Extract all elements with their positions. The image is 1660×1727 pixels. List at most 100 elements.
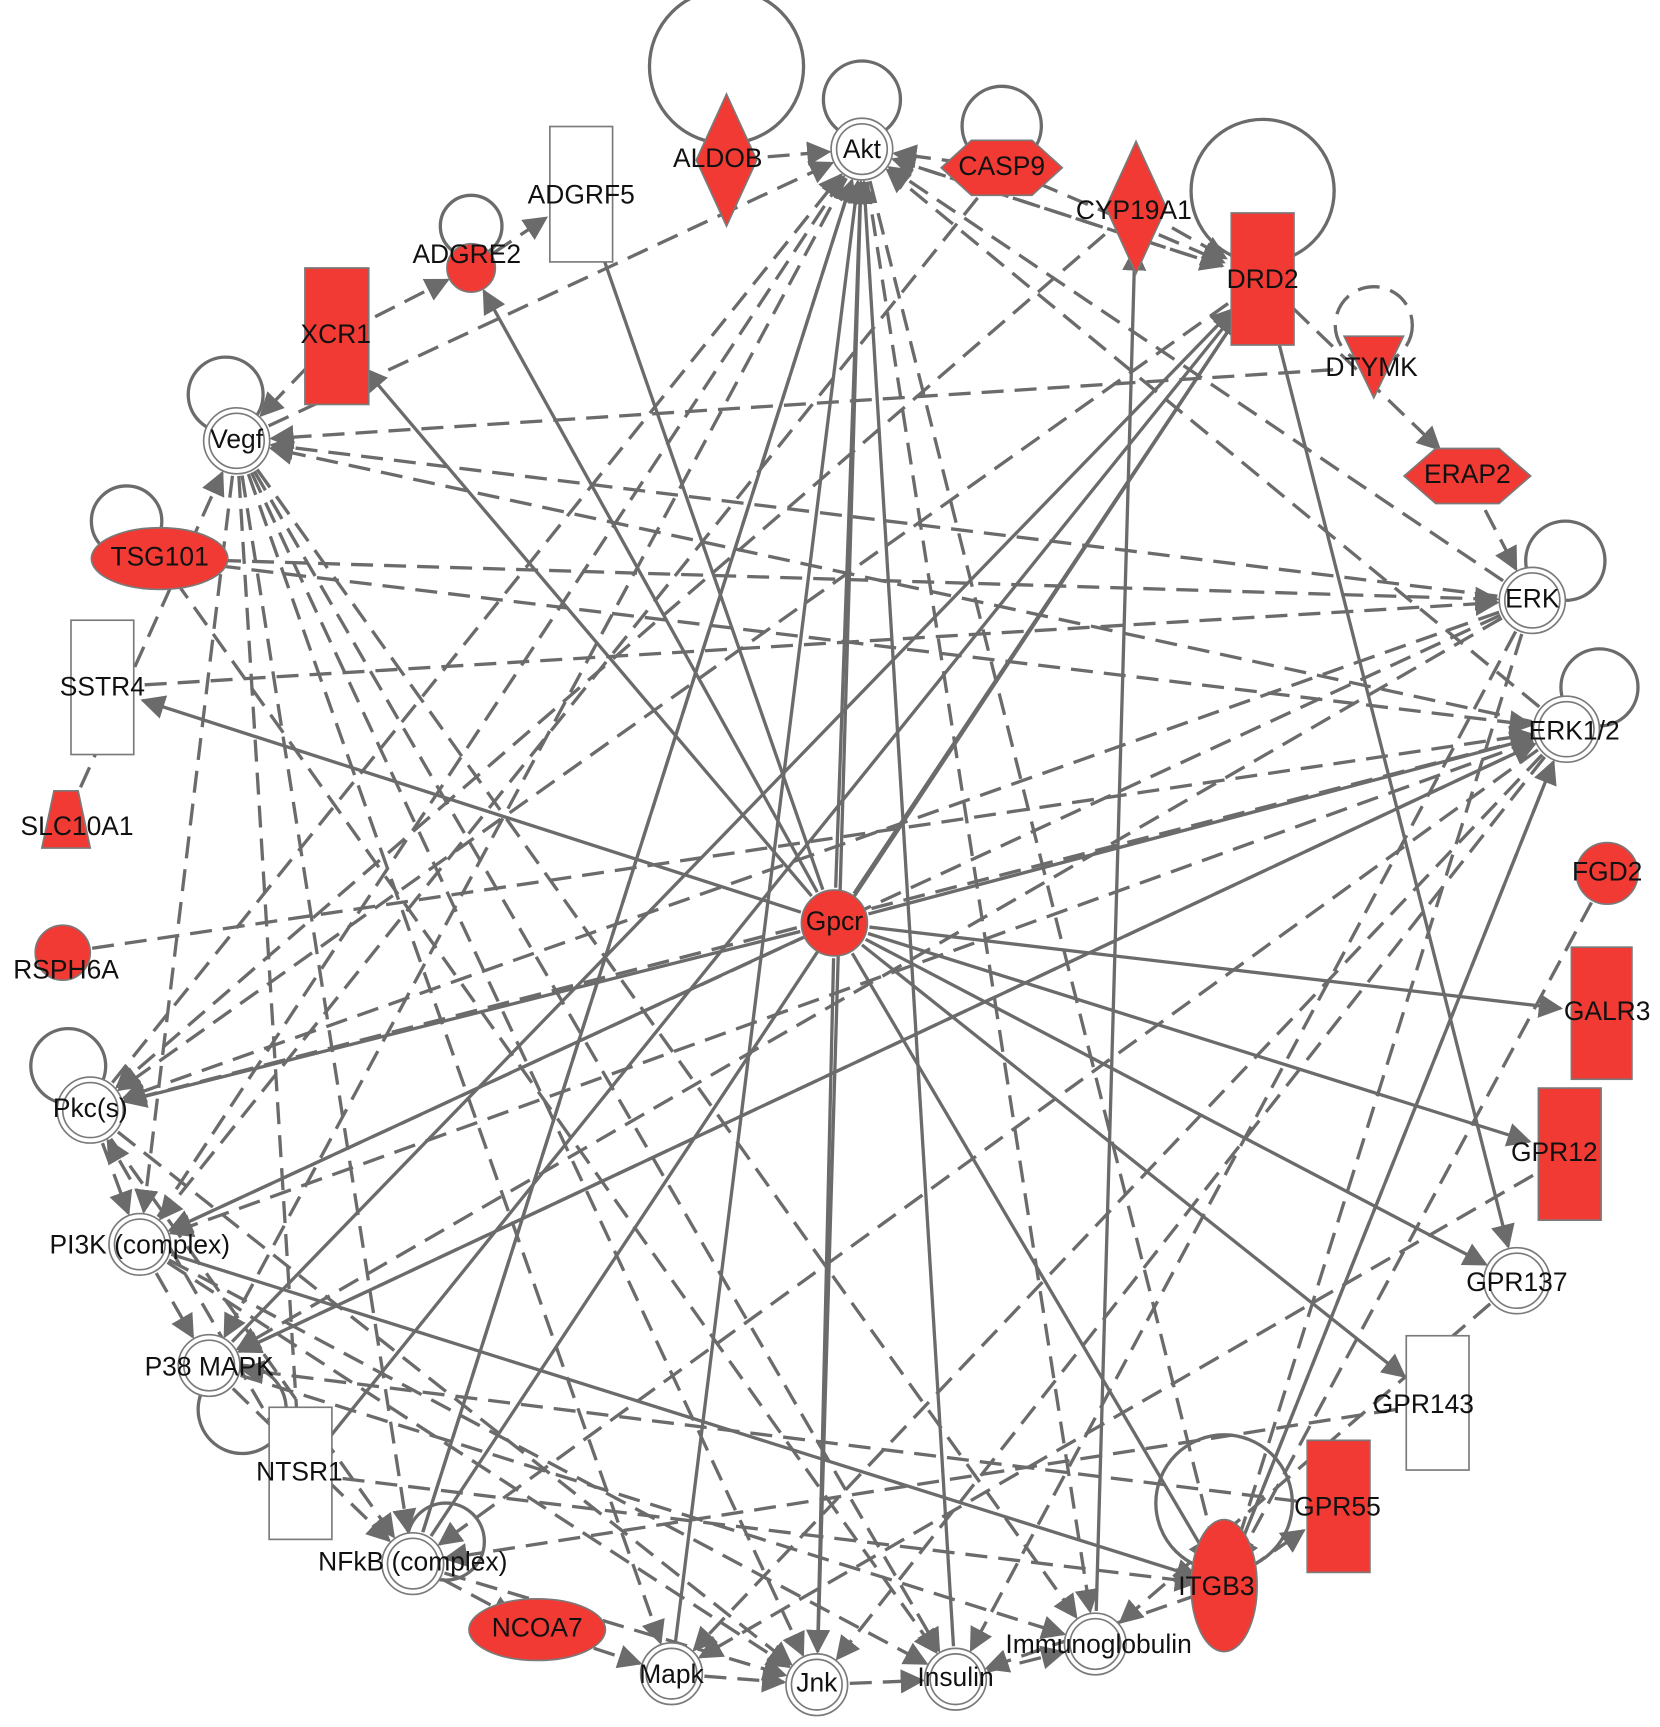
- node-shape: [1483, 1246, 1551, 1315]
- solid-edge: [1094, 246, 1147, 1612]
- dashed-edge: [492, 216, 549, 255]
- dashed-edge: [185, 560, 1534, 735]
- dashed-edge: [421, 178, 857, 1533]
- node-label: Immunoglobulin: [1005, 1629, 1191, 1659]
- dashed-edge: [252, 470, 941, 1653]
- dashed-edge: [134, 475, 235, 1214]
- node-label: SLC10A1: [21, 811, 134, 841]
- node-shape: [830, 117, 894, 181]
- dashed-edge: [144, 591, 1500, 687]
- node-shape: [1230, 212, 1295, 346]
- node-shape: [1063, 1612, 1127, 1676]
- node-shape: [1104, 139, 1168, 276]
- node-label: ALDOB: [673, 143, 763, 173]
- node-shape: [1498, 566, 1567, 635]
- node-shape: [202, 406, 271, 475]
- node-shape: [446, 242, 497, 294]
- dashed-edge: [185, 557, 1500, 611]
- node-label: RSPH6A: [13, 954, 119, 984]
- dashed-edge: [268, 441, 1533, 724]
- node-label: Insulin: [917, 1662, 993, 1692]
- node-shape: [1306, 1439, 1371, 1574]
- dashed-edge: [240, 475, 417, 1534]
- dashed-edge: [240, 1373, 1067, 1640]
- node-ring: [1503, 572, 1561, 629]
- dashed-edge: [109, 1137, 396, 1539]
- dashed-edge: [443, 1571, 788, 1681]
- dashed-edge: [692, 753, 1544, 1652]
- dashed-edge: [342, 1476, 1200, 1592]
- dashed-edge: [79, 470, 225, 789]
- dashed-edge: [1235, 901, 1593, 1564]
- dashed-edge: [885, 168, 1541, 709]
- node-label: DRD2: [1227, 264, 1299, 294]
- node-label: GALR3: [1564, 996, 1651, 1026]
- node-shape: [800, 889, 869, 957]
- node-label: Pkc(s): [53, 1093, 128, 1123]
- solid-edge: [850, 952, 1212, 1564]
- node-ring: [929, 1653, 982, 1706]
- node-shape: [639, 1642, 704, 1706]
- node-shape: [304, 267, 370, 406]
- self-loop: [1333, 285, 1414, 366]
- dashed-edge: [259, 366, 309, 418]
- solid-edge: [482, 288, 819, 893]
- solid-edge: [867, 931, 1532, 1147]
- dashed-edge: [173, 579, 938, 1655]
- dashed-edge: [269, 368, 1334, 450]
- dashed-edge: [697, 1173, 1534, 1659]
- dashed-edge: [116, 1130, 793, 1666]
- solid-edge: [167, 936, 804, 1233]
- dashed-edge: [115, 233, 1106, 1089]
- dashed-edge: [111, 172, 843, 1084]
- dashed-edge: [166, 1260, 792, 1669]
- dashed-edge: [168, 1258, 929, 1666]
- solid-edge: [590, 231, 825, 891]
- node-shape: [1342, 335, 1405, 400]
- node-ring: [61, 1081, 119, 1139]
- dashed-edge: [374, 278, 450, 319]
- node-label: GPR55: [1294, 1492, 1381, 1522]
- node-shape: [1537, 1087, 1602, 1221]
- dashed-edge: [1231, 761, 1555, 1563]
- node-label: PI3K (complex): [50, 1230, 231, 1260]
- node-label: ERAP2: [1424, 459, 1511, 489]
- node-shape: [785, 1653, 849, 1717]
- node-shape: [381, 1531, 445, 1596]
- node-ring: [113, 1218, 166, 1271]
- node-label: SSTR4: [60, 671, 145, 701]
- dashed-edge: [868, 180, 1224, 1562]
- node-ring: [183, 1339, 236, 1392]
- node-label: Akt: [843, 134, 882, 164]
- dashed-edge: [1483, 509, 1518, 572]
- node-shape: [1532, 695, 1601, 764]
- dashed-edge: [767, 141, 832, 166]
- dashed-edge: [1227, 633, 1524, 1562]
- node-shape: [468, 1598, 607, 1662]
- dashed-edge: [91, 725, 1534, 950]
- dashed-edge: [156, 174, 846, 1218]
- node-shape: [268, 1406, 333, 1541]
- node-shape: [1405, 1334, 1470, 1471]
- dashed-edge: [239, 1360, 1297, 1503]
- dashed-edge: [223, 177, 848, 1339]
- node-label: Gpcr: [806, 906, 863, 936]
- solid-edge: [860, 943, 1407, 1379]
- dashed-edge: [250, 472, 805, 1657]
- node-label: NTSR1: [256, 1456, 343, 1486]
- solid-edge: [853, 179, 956, 1647]
- dashed-edge: [255, 468, 1078, 1620]
- node-shape: [1570, 946, 1633, 1081]
- dashed-edge: [236, 742, 1536, 1354]
- node-shape: [1402, 447, 1532, 505]
- dashed-edge: [237, 475, 309, 1434]
- node-label: FGD2: [1572, 856, 1642, 886]
- dashed-edge: [849, 1669, 925, 1694]
- node-label: TSG101: [110, 542, 208, 572]
- node-ring: [835, 122, 889, 176]
- dashed-edge: [704, 1668, 787, 1693]
- dashed-edge: [437, 748, 1539, 1546]
- node-ring: [1069, 1617, 1122, 1671]
- node-label: Mapk: [639, 1659, 704, 1689]
